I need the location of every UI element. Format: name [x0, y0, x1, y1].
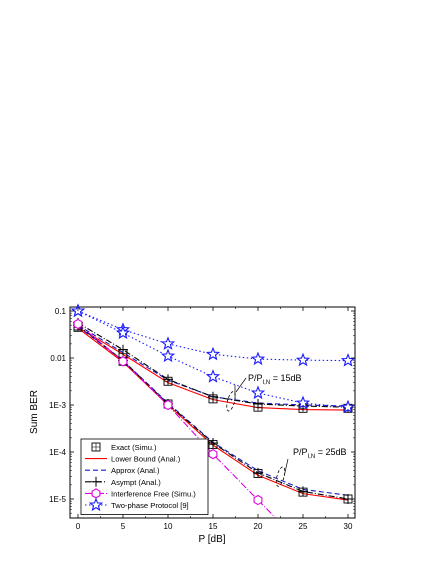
- marker-layer: [70, 303, 356, 506]
- series-point-4-0: [118, 356, 128, 367]
- x-tick-label: 5: [121, 522, 126, 531]
- legend-label: Approx (Anal.): [111, 466, 160, 475]
- series-point-5-0: [205, 346, 221, 361]
- series-point-5-1: [115, 325, 131, 340]
- annotation-suffix: = 15dB: [270, 373, 301, 383]
- series-point-4-0: [253, 494, 263, 506]
- series-point-5-1: [160, 348, 176, 363]
- y-tick-label: 1E-5: [49, 495, 66, 504]
- y-tick-label: 0.01: [50, 354, 66, 363]
- annotation-sub: I,N: [308, 454, 316, 460]
- x-tick-label: 15: [209, 522, 218, 531]
- axes: 0 5 10 15 20 25 30 1E-5 1E-4 1E-3 0.01 0.1: [49, 307, 355, 531]
- annotation-suffix: = 25dB: [315, 447, 346, 457]
- series-point-3-0: [118, 344, 128, 355]
- annotation-leader: [235, 377, 247, 393]
- series-point-4-0: [208, 449, 218, 460]
- y-tick-label: 1E-3: [49, 401, 66, 410]
- annotation-ellipse: [226, 391, 236, 412]
- annotation-main: P/P: [248, 373, 263, 383]
- x-tick-label: 10: [164, 522, 173, 531]
- series-point-5-0: [295, 352, 311, 367]
- legend-label: Two-phase Protocol [9]: [111, 501, 189, 510]
- y-tick-label: 1E-4: [49, 448, 66, 457]
- annotation-sub: I,N: [263, 380, 271, 386]
- annotation-label: P/PI,N = 25dB: [293, 447, 346, 460]
- series-point-3-0: [253, 399, 263, 410]
- legend-box: [80, 438, 209, 515]
- series-point-4-0: [163, 399, 173, 411]
- x-tick-label: 20: [254, 522, 263, 531]
- annotation-ellipse: [275, 466, 286, 487]
- x-tick-label: 30: [344, 522, 353, 531]
- y-tick-label: 0.1: [55, 307, 67, 316]
- legend-swatch-marker-cross: [92, 443, 100, 451]
- series-point-5-1: [250, 385, 266, 400]
- series-point-3-0: [163, 374, 173, 385]
- series-point-5-1: [295, 395, 311, 410]
- series-point-5-0: [250, 351, 266, 366]
- legend: Exact (Simu.) Lower Bound (Anal.) Approx (…: [80, 438, 209, 515]
- legend-swatch-marker: [91, 488, 101, 499]
- annotation-main: P/P: [293, 447, 308, 457]
- y-axis-label: Sum BER: [29, 390, 40, 434]
- series-line-4-0: [77, 323, 277, 518]
- series-point-5-1: [205, 369, 221, 383]
- series-point-3-0: [208, 391, 218, 402]
- legend-label: Asympt (Anal.): [111, 478, 161, 487]
- legend-label: Lower Bound (Anal.): [111, 455, 181, 464]
- series-point-3-1: [298, 486, 308, 497]
- legend-swatch-marker: [91, 476, 101, 487]
- data-curves: [70, 303, 356, 518]
- legend-label: Interference Free (Simu.): [111, 489, 196, 498]
- series-point-4-0: [73, 318, 83, 330]
- x-axis-label: P [dB]: [198, 534, 225, 545]
- legend-label: Exact (Simu.): [111, 443, 157, 452]
- series-point-3-1: [208, 438, 218, 449]
- legend-swatch-marker: [88, 497, 104, 512]
- annotation-label: P/PI,N = 15dB: [248, 373, 301, 386]
- series-point-5-0: [340, 353, 356, 367]
- annotation-leader: [284, 458, 289, 475]
- series-point-5-0: [160, 336, 176, 350]
- x-tick-label: 25: [299, 522, 308, 531]
- x-tick-label: 0: [76, 522, 81, 531]
- series-point-3-1: [253, 467, 263, 478]
